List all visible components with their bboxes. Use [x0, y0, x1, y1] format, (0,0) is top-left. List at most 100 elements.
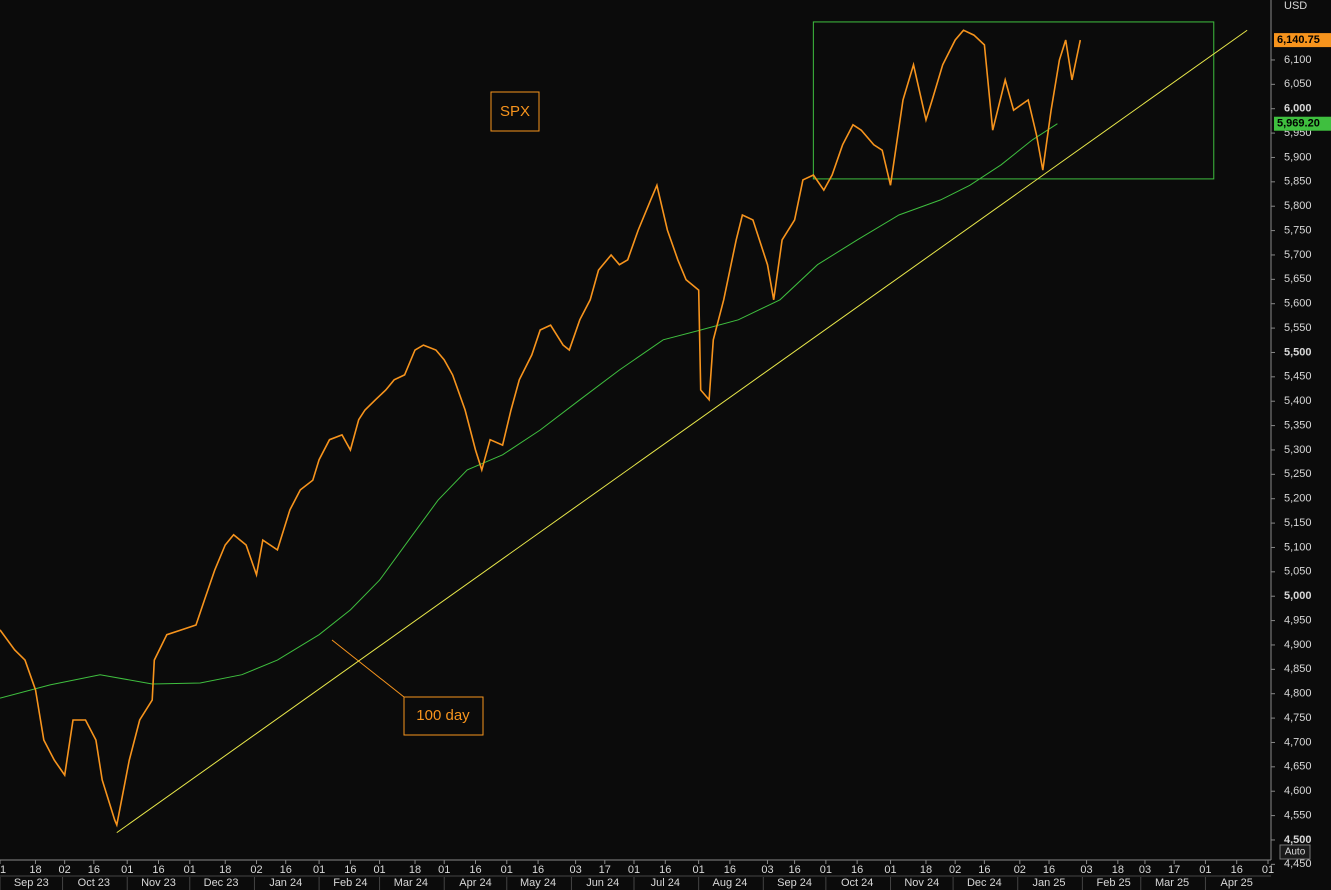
y-tick-label: 5,900 [1284, 151, 1312, 163]
x-tick-label: 16 [978, 864, 990, 876]
x-month-label: Sep 24 [777, 877, 812, 889]
x-tick-label: 16 [344, 864, 356, 876]
x-tick-label: 16 [788, 864, 800, 876]
y-tick-label: 4,650 [1284, 761, 1312, 773]
y-tick-label: 4,500 [1284, 834, 1312, 846]
x-month-label: Feb 25 [1097, 877, 1131, 889]
x-tick-label: 18 [409, 864, 421, 876]
x-month-label: Aug 24 [712, 877, 747, 889]
spx-label-box [490, 91, 540, 132]
x-tick-label: 01 [884, 864, 896, 876]
x-tick-label: 02 [59, 864, 71, 876]
y-tick-label: 4,850 [1284, 663, 1312, 675]
x-tick-label: 16 [724, 864, 736, 876]
x-tick-label: 01 [820, 864, 832, 876]
x-tick-label: 16 [1231, 864, 1243, 876]
auto-button[interactable] [1279, 844, 1311, 860]
y-tick-label: 5,550 [1284, 322, 1312, 334]
x-month-label: Jun 24 [586, 877, 619, 889]
y-tick-label: 6,100 [1284, 54, 1312, 66]
y-tick-label: 6,000 [1284, 103, 1312, 115]
x-tick-label: 16 [152, 864, 164, 876]
x-tick-label: 16 [851, 864, 863, 876]
x-month-label: Jan 24 [269, 877, 302, 889]
y-tick-label: 5,000 [1284, 590, 1312, 602]
x-month-label: Jan 25 [1033, 877, 1066, 889]
auto-button-label[interactable]: Auto [1285, 847, 1306, 858]
x-tick-label: 03 [1080, 864, 1092, 876]
y-tick-label: 5,800 [1284, 200, 1312, 212]
x-month-label: Nov 23 [141, 877, 176, 889]
ma-label: 100 day [416, 707, 470, 724]
spx-label: SPX [500, 103, 530, 120]
x-tick-label: 01 [373, 864, 385, 876]
x-month-label: Mar 25 [1155, 877, 1189, 889]
ma-label-box [403, 696, 484, 736]
y-tick-label: 4,750 [1284, 712, 1312, 724]
y-tick-label: 4,450 [1284, 858, 1312, 870]
y-tick-label: 4,700 [1284, 736, 1312, 748]
annotation-pointer [331, 639, 405, 698]
x-tick-label: 01 [121, 864, 133, 876]
y-tick-label: 5,700 [1284, 249, 1312, 261]
x-tick-label: 01 [501, 864, 513, 876]
x-month-label: Oct 24 [841, 877, 873, 889]
x-tick-label: 18 [1112, 864, 1124, 876]
currency-label: USD [1284, 0, 1307, 12]
x-month-label: May 24 [520, 877, 556, 889]
y-tick-label: 4,550 [1284, 809, 1312, 821]
y-tick-label: 5,300 [1284, 444, 1312, 456]
y-tick-label: 4,600 [1284, 785, 1312, 797]
x-month-label: Mar 24 [394, 877, 428, 889]
x-tick-label: 18 [920, 864, 932, 876]
last-value-box [1274, 116, 1331, 131]
x-tick-label: 02 [1014, 864, 1026, 876]
x-month-label: Apr 24 [459, 877, 491, 889]
last-value-label: 5,969.20 [1277, 118, 1320, 130]
range-box [812, 21, 1215, 180]
y-tick-label: 5,650 [1284, 273, 1312, 285]
x-tick-label: 03 [761, 864, 773, 876]
x-month-label: Dec 24 [967, 877, 1002, 889]
x-month-label: Nov 24 [904, 877, 939, 889]
y-tick-label: 4,800 [1284, 688, 1312, 700]
x-tick-label: 18 [219, 864, 231, 876]
x-tick-label: 18 [29, 864, 41, 876]
y-tick-label: 5,200 [1284, 493, 1312, 505]
y-tick-label: 5,350 [1284, 419, 1312, 431]
x-month-label: Jul 24 [651, 877, 680, 889]
x-tick-label: 01 [628, 864, 640, 876]
y-tick-label: 5,450 [1284, 371, 1312, 383]
x-tick-label: 01 [693, 864, 705, 876]
last-value-box [1274, 33, 1331, 48]
y-tick-label: 5,750 [1284, 224, 1312, 236]
x-tick-label: 16 [659, 864, 671, 876]
series-line [0, 123, 1058, 699]
x-tick-label: 16 [1043, 864, 1055, 876]
y-tick-label: 5,250 [1284, 468, 1312, 480]
x-tick-label: 02 [250, 864, 262, 876]
trendline [116, 29, 1248, 834]
x-month-label: Oct 23 [78, 877, 110, 889]
x-tick-label: 01 [184, 864, 196, 876]
x-tick-label: 16 [532, 864, 544, 876]
x-tick-label: 16 [280, 864, 292, 876]
x-tick-label: 03 [1139, 864, 1151, 876]
x-tick-label: 16 [469, 864, 481, 876]
x-month-label: Feb 24 [333, 877, 367, 889]
x-month-label: Dec 23 [204, 877, 239, 889]
x-tick-label: 01 [0, 864, 6, 876]
y-tick-label: 5,600 [1284, 298, 1312, 310]
x-tick-label: 16 [88, 864, 100, 876]
y-tick-label: 5,400 [1284, 395, 1312, 407]
x-tick-label: 17 [599, 864, 611, 876]
y-tick-label: 5,150 [1284, 517, 1312, 529]
x-month-label: Apr 25 [1221, 877, 1253, 889]
x-tick-label: 17 [1168, 864, 1180, 876]
y-tick-label: 5,050 [1284, 566, 1312, 578]
x-tick-label: 01 [1262, 864, 1274, 876]
y-tick-label: 4,900 [1284, 639, 1312, 651]
